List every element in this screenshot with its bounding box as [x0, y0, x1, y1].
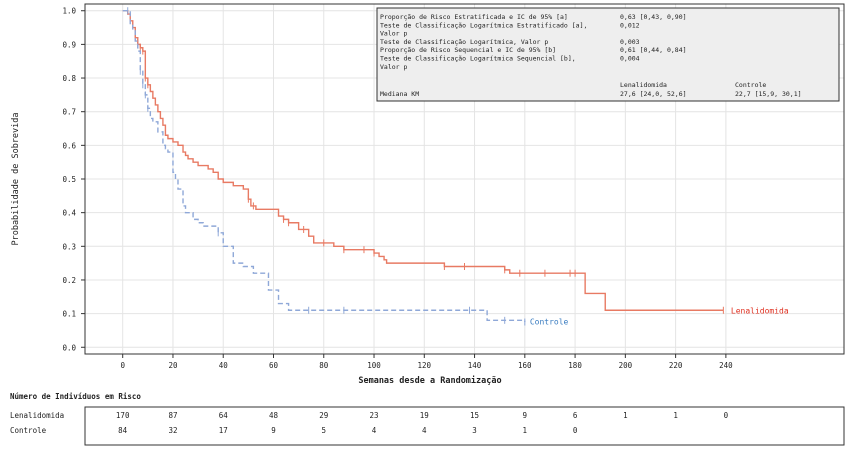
x-tick-label: 200 [619, 361, 633, 370]
series-label: Controle [530, 317, 569, 326]
stats-lines: Proporção de Risco Estratificada e IC de… [380, 13, 687, 71]
stats-line-label: Teste de Classificação Logarítmica Seque… [380, 55, 576, 63]
series-line-lenalidomida [122, 10, 724, 311]
risk-cell: 1 [523, 426, 528, 435]
risk-table: Lenalidomida 170 87 64 48 29 23 19 15 9 6 1 1 0Contro… [10, 411, 729, 435]
stats-box-frame [376, 7, 840, 102]
risk-cell: 6 [573, 411, 578, 420]
series-line-controle [122, 10, 526, 323]
stats-line-label: Proporção de Risco Estratificada e IC de… [380, 13, 568, 21]
risk-cell: 9 [523, 411, 528, 420]
risk-cell: 4 [372, 426, 377, 435]
y-tick-label: 0.0 [62, 343, 76, 352]
x-tick-label: 160 [518, 361, 532, 370]
risk-cell: 1 [673, 411, 678, 420]
risk-cell: 29 [319, 411, 328, 420]
x-axis: 0 20 40 60 80 100 120 140 160 180 200 220 240 [120, 354, 733, 370]
y-tick-label: 0.6 [62, 141, 76, 150]
stats-line-value: 0,61 [0,44, 0,84] [620, 46, 687, 54]
x-tick-label: 100 [367, 361, 381, 370]
stats-col-ctrl: Controle [735, 81, 766, 89]
y-tick-label: 0.8 [62, 74, 76, 83]
stats-col-lena: Lenalidomida [620, 81, 667, 89]
risk-row-label: Controle [10, 426, 47, 435]
y-tick-label: 0.2 [62, 276, 76, 285]
stats-line-value: 0,63 [0,43, 0,90] [620, 13, 687, 21]
risk-row-label: Lenalidomida [10, 411, 64, 420]
stats-median-lena: 27,6 [24,0, 52,6] [620, 90, 687, 98]
stats-line-label: Teste de Classificação Logarítmica Estra… [380, 21, 587, 29]
risk-cell: 32 [168, 426, 177, 435]
y-axis-label: Probabilidade de Sobrevida [11, 112, 21, 245]
risk-cell: 5 [322, 426, 327, 435]
stats-median-label: Mediana KM [380, 90, 419, 98]
risk-cell: 3 [472, 426, 477, 435]
y-tick-label: 0.4 [62, 209, 76, 218]
x-tick-label: 80 [319, 361, 329, 370]
risk-cell: 170 [116, 411, 130, 420]
y-tick-label: 0.7 [62, 108, 76, 117]
x-tick-label: 120 [418, 361, 432, 370]
survival-curves: Lenalidomida Controle [122, 7, 789, 326]
risk-cell: 17 [219, 426, 228, 435]
x-tick-label: 0 [120, 361, 125, 370]
series-label: Lenalidomida [731, 306, 789, 315]
risk-cell: 64 [219, 411, 229, 420]
x-tick-label: 40 [219, 361, 229, 370]
stats-median-ctrl: 22,7 [15,9, 30,1] [735, 90, 802, 98]
risk-table-frame [84, 406, 845, 446]
stats-line-label: Teste de Classificação Logarítmica, Valo… [380, 38, 548, 46]
risk-cell: 4 [422, 426, 427, 435]
risk-cell: 0 [724, 411, 729, 420]
stats-line-value: 0,012 [620, 21, 640, 29]
y-tick-label: 0.5 [62, 175, 76, 184]
x-tick-label: 140 [468, 361, 482, 370]
x-tick-label: 60 [269, 361, 279, 370]
risk-cell: 87 [168, 411, 177, 420]
risk-cell: 19 [420, 411, 429, 420]
risk-cell: 1 [623, 411, 628, 420]
x-tick-label: 20 [168, 361, 178, 370]
stats-line-value: 0,004 [620, 55, 640, 63]
stats-line-label: Valor p [380, 30, 407, 38]
y-tick-label: 0.9 [62, 40, 76, 49]
series-controle: Controle [122, 7, 569, 326]
stats-line-label: Proporção de Risco Sequencial e IC de 95… [380, 46, 556, 54]
risk-cell: 48 [269, 411, 279, 420]
risk-cell: 84 [118, 426, 128, 435]
series-lenalidomida: Lenalidomida [122, 10, 789, 315]
x-tick-label: 220 [669, 361, 683, 370]
x-tick-label: 180 [568, 361, 582, 370]
y-tick-label: 0.3 [62, 242, 76, 251]
stats-line-label: Valor p [380, 63, 407, 71]
y-axis: 0.0 0.1 0.2 0.3 0.4 0.5 0.6 0.7 0.8 0.9 1.0 [62, 7, 85, 352]
risk-cell: 23 [370, 411, 379, 420]
stats-box: Proporção de Risco Estratificada e IC de… [376, 7, 840, 102]
stats-line-value: 0,003 [620, 38, 640, 46]
risk-cell: 0 [573, 426, 578, 435]
x-axis-label: Semanas desde a Randomização [358, 375, 501, 386]
risk-table-title: Número de Indivíduos em Risco [10, 392, 141, 401]
x-tick-label: 240 [719, 361, 733, 370]
y-tick-label: 0.1 [62, 310, 76, 319]
y-tick-label: 1.0 [62, 7, 76, 16]
risk-cell: 9 [271, 426, 276, 435]
risk-cell: 15 [470, 411, 479, 420]
